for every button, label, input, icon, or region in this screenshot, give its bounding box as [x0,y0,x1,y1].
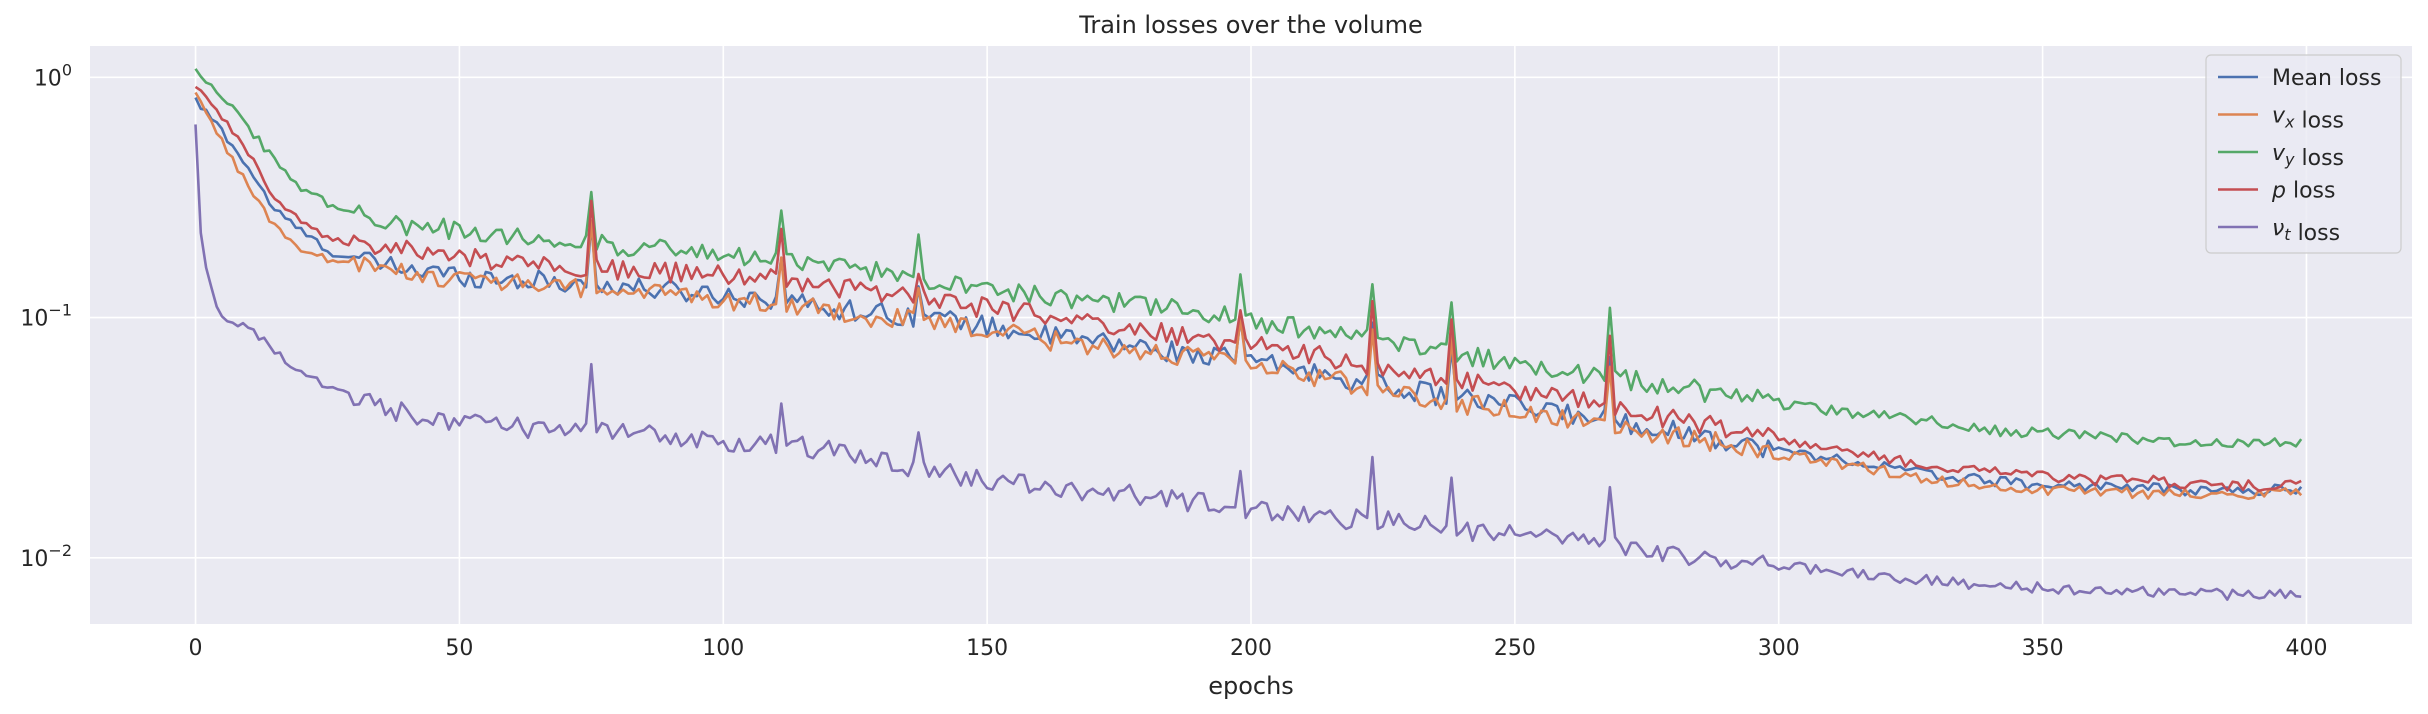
legend-label: Mean loss [2272,66,2381,91]
x-axis-label: epochs [1208,672,1294,700]
legend-box [2205,54,2402,254]
series-line-2 [194,91,2303,500]
x-tick-label: 200 [1230,636,1272,661]
series-line-5 [194,124,2302,601]
legend-label: νt loss [2272,216,2340,246]
series-layer [194,68,2303,601]
legend-label: vx loss [2272,104,2344,134]
legend-label: vy loss [2272,141,2344,171]
x-tick-label: 0 [189,636,203,661]
x-tick-label: 100 [702,636,744,661]
x-tick-label: 300 [1758,636,1800,661]
x-tick-label: 50 [445,636,473,661]
legend-items: Mean loss vx loss vy loss p loss νt loss [2218,66,2381,246]
x-tick-labels: 0 50 100 150 200 250 300 350 400 [189,636,2328,661]
x-tick-label: 400 [2285,636,2327,661]
series-line-1 [194,97,2303,497]
x-tick-label: 150 [966,636,1008,661]
x-tick-label: 250 [1494,636,1536,661]
x-tick-label: 350 [2022,636,2064,661]
series-line-3 [194,68,2303,448]
y-tick-label: 10−1 [20,301,72,332]
legend: Mean loss vx loss vy loss p loss νt loss [2205,54,2402,254]
series-line-4 [194,85,2302,493]
y-tick-label: 10−2 [20,541,72,572]
y-tick-labels: 100 10−1 10−2 [20,60,72,571]
legend-label: p loss [2271,179,2335,204]
y-tick-label: 100 [34,60,72,91]
chart-title: Train losses over the volume [1078,11,1423,39]
